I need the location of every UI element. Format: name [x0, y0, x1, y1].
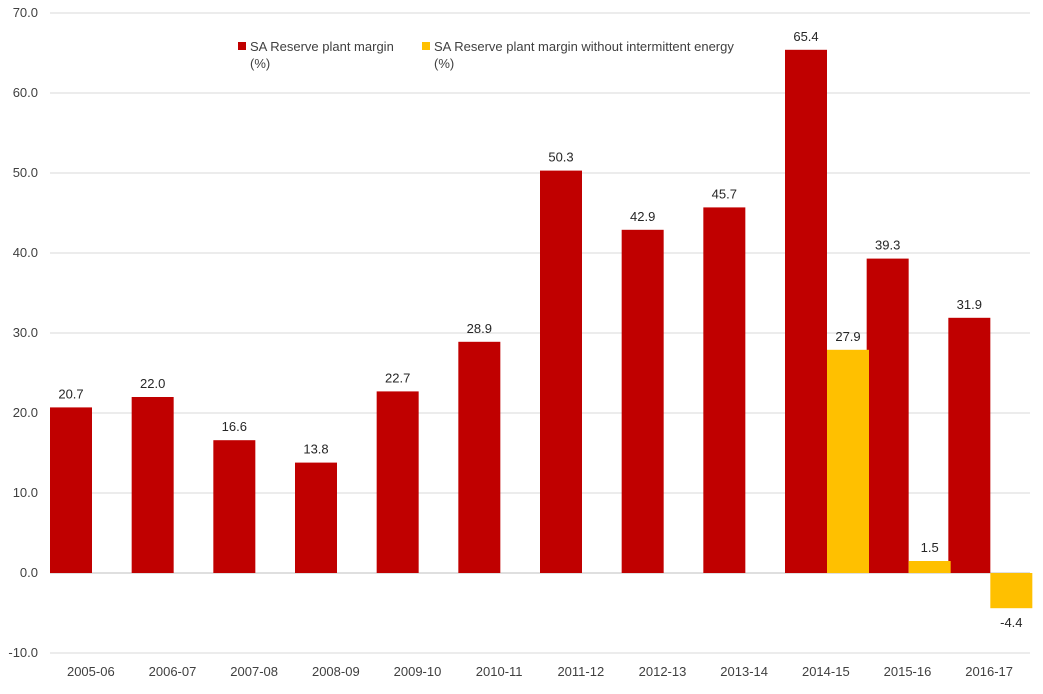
bars [50, 49, 1033, 609]
bar-series-1 [948, 317, 991, 573]
x-axis: 2005-06 2006-07 2007-08 2008-09 2009-10 2010-… [67, 664, 1013, 679]
data-label-series-1: 42.9 [630, 209, 655, 224]
data-label-series-1: 22.7 [385, 370, 410, 385]
x-tick-label: 2006-07 [149, 664, 197, 679]
y-axis: -10.0 0.0 10.0 20.0 30.0 40.0 50.0 60.0 70.0 [8, 5, 38, 660]
y-tick-label: -10.0 [8, 645, 38, 660]
y-tick-label: 30.0 [13, 325, 38, 340]
data-label-series-1: 65.4 [793, 29, 818, 44]
data-label-series-2: 27.9 [835, 329, 860, 344]
x-tick-label: 2013-14 [720, 664, 768, 679]
bar-series-1 [703, 207, 746, 573]
bar-series-2 [990, 573, 1033, 609]
x-tick-label: 2016-17 [965, 664, 1013, 679]
x-tick-label: 2009-10 [394, 664, 442, 679]
bar-series-1 [295, 462, 337, 573]
bar-series-1 [376, 391, 419, 573]
bar-series-1 [540, 170, 582, 573]
y-tick-label: 60.0 [13, 85, 38, 100]
legend-swatch-series-2 [422, 42, 430, 50]
x-tick-label: 2010-11 [476, 664, 523, 679]
bar-series-1 [458, 341, 501, 573]
data-label-series-1: 16.6 [222, 419, 247, 434]
x-tick-label: 2008-09 [312, 664, 360, 679]
legend-swatch-series-1 [238, 42, 246, 50]
data-labels: 20.7 22.0 16.6 13.8 22.7 28.9 50.3 42.9 45.7 65.4… [58, 29, 1022, 630]
data-label-series-1: 20.7 [58, 386, 83, 401]
bar-series-1 [50, 407, 92, 573]
x-tick-label: 2012-13 [639, 664, 687, 679]
data-label-series-1: 50.3 [548, 150, 573, 165]
x-tick-label: 2011-12 [557, 664, 604, 679]
x-tick-label: 2015-16 [884, 664, 932, 679]
legend-label-series-1-line-1: SA Reserve plant margin [250, 39, 394, 54]
bar-series-2 [827, 349, 869, 573]
bar-series-1 [131, 397, 174, 573]
x-tick-label: 2014-15 [802, 664, 850, 679]
data-label-series-2: -4.4 [1000, 615, 1022, 630]
y-tick-label: 10.0 [13, 485, 38, 500]
y-tick-label: 40.0 [13, 245, 38, 260]
data-label-series-1: 39.3 [875, 238, 900, 253]
data-label-series-1: 22.0 [140, 376, 165, 391]
y-tick-label: 50.0 [13, 165, 38, 180]
data-label-series-1: 45.7 [712, 186, 737, 201]
data-label-series-1: 28.9 [467, 321, 492, 336]
y-tick-label: 0.0 [20, 565, 38, 580]
legend-label-series-2-line-1: SA Reserve plant margin without intermit… [434, 39, 734, 54]
bar-series-1 [785, 49, 827, 574]
bar-series-2 [908, 561, 951, 573]
legend-label-series-1-line-2: (%) [250, 56, 270, 71]
x-tick-label: 2007-08 [230, 664, 278, 679]
bar-series-1 [866, 258, 909, 573]
y-tick-label: 20.0 [13, 405, 38, 420]
data-label-series-1: 31.9 [957, 297, 982, 312]
y-tick-label: 70.0 [13, 5, 38, 20]
x-tick-label: 2005-06 [67, 664, 115, 679]
legend: SA Reserve plant margin (%) SA Reserve p… [238, 39, 734, 71]
data-label-series-2: 1.5 [921, 540, 939, 555]
bar-series-1 [621, 229, 664, 574]
bar-series-1 [213, 440, 256, 573]
legend-label-series-2-line-2: (%) [434, 56, 454, 71]
data-label-series-1: 13.8 [303, 442, 328, 457]
